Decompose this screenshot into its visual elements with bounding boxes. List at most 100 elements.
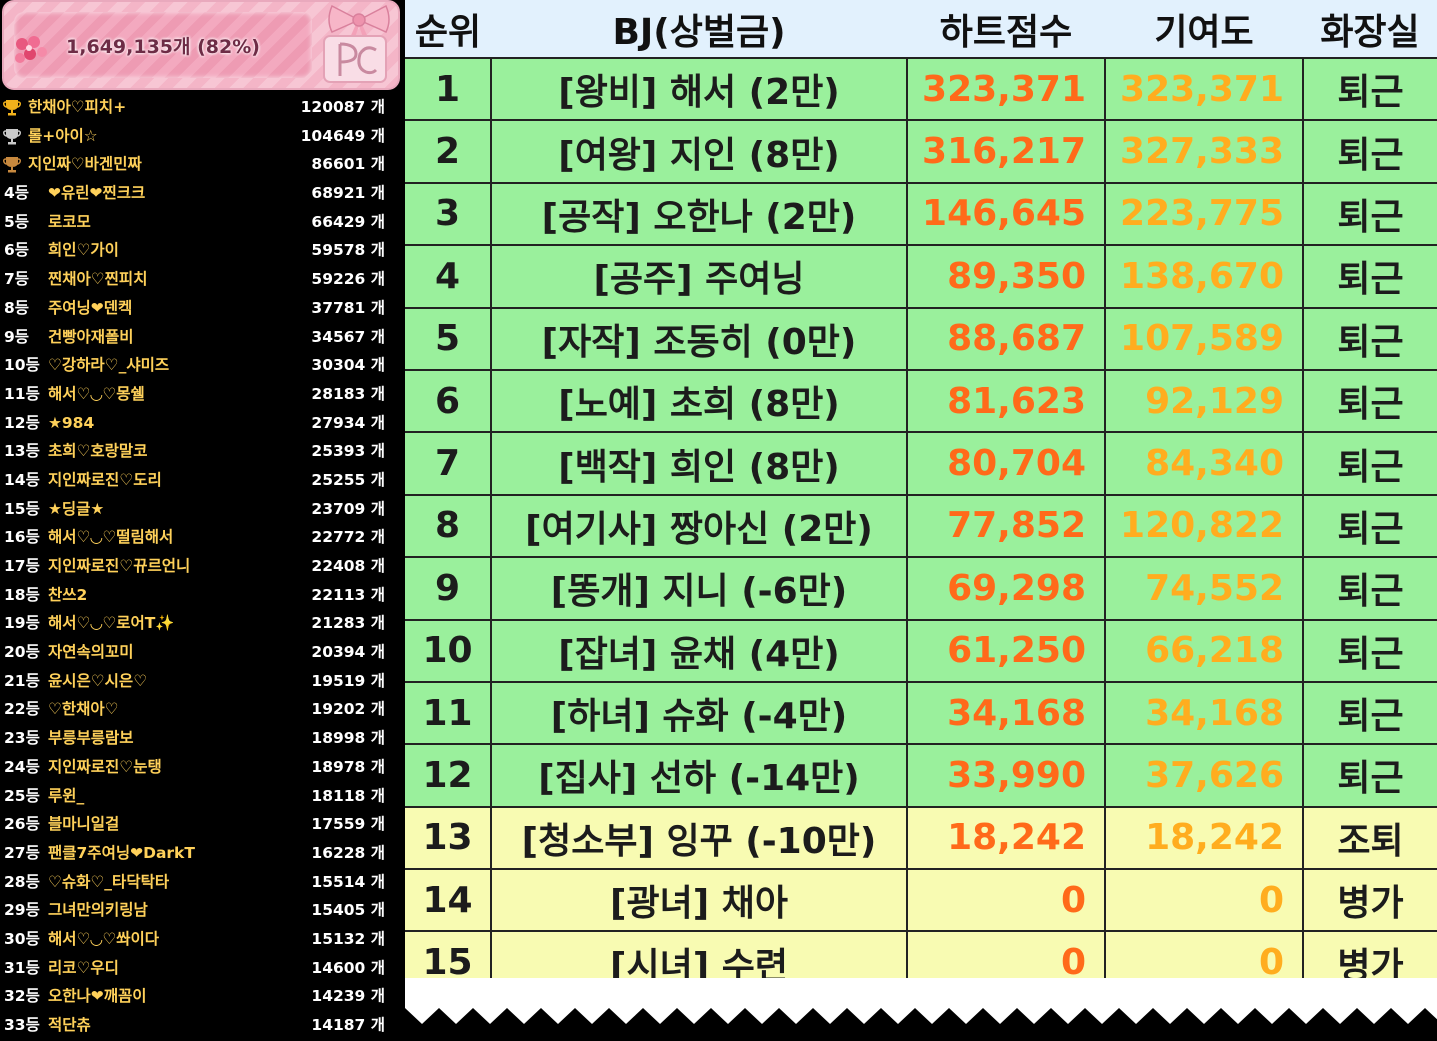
donor-name: 찬쓰2 [48,585,88,604]
cell-status: 퇴근 [1302,56,1437,122]
donor-name: ★984 [48,413,95,432]
donor-name: 그녀만의키링남 [48,901,148,920]
table-row: 9 [똥개] 지니 (-6만) 69,298 74,552 퇴근 [405,556,1437,621]
table-row: 14 [광녀] 채아 0 0 병가 [405,868,1437,933]
donor-count: 18978 개 [311,757,385,776]
donor-count: 34567 개 [311,327,385,346]
cell-status: 퇴근 [1302,368,1437,434]
donor-name: 해서♡◡♡떨림해서 [48,528,174,547]
cell-contrib: 34,168 [1104,680,1304,746]
cell-rank: 6 [405,368,492,434]
donor-count: 22113 개 [311,585,385,604]
cell-rank: 3 [405,181,492,247]
donor-rank: 7등 [4,270,30,289]
header-contrib: 기여도 [1105,0,1303,58]
cell-rank: 4 [405,244,492,309]
donor-rank: 8등 [4,298,30,317]
table-row: 1 [왕비] 해서 (2만) 323,371 323,371 퇴근 [405,56,1437,122]
donor-count: 59226 개 [311,270,385,289]
cell-status: 퇴근 [1302,493,1437,559]
cell-status: 퇴근 [1302,618,1437,683]
table-row: 10 [잡녀] 윤채 (4만) 61,250 66,218 퇴근 [405,618,1437,683]
donor-name: 초희♡호랑말코 [48,442,148,461]
cell-bj: [왕비] 해서 (2만) [490,56,908,122]
header-rank: 순위 [405,0,491,58]
header-hearts: 하트점수 [907,0,1105,58]
donor-rank: 28등 [4,872,40,891]
donor-name: ❤유린❤찐크크 [48,184,146,203]
table-row: 3 [공작] 오한나 (2만) 146,645 223,775 퇴근 [405,181,1437,247]
list-item: 10등 ♡강하라♡_샤미즈 30304 개 [0,351,405,380]
table-row: 11 [하녀] 슈화 (-4만) 34,168 34,168 퇴근 [405,680,1437,746]
table-row: 2 [여왕] 지인 (8만) 316,217 327,333 퇴근 [405,119,1437,184]
table-row: 4 [공주] 주여닝 89,350 138,670 퇴근 [405,244,1437,309]
donor-rank: 31등 [4,958,40,977]
cell-status: 퇴근 [1302,431,1437,496]
list-item: 28등 ♡슈화♡_타닥탁타 15514 개 [0,868,405,897]
donor-name: 해서♡◡♡몽쉘 [48,384,145,403]
donor-count: 66429 개 [311,212,385,231]
donor-name: 희인♡가이 [48,241,119,260]
list-item: 24등 지인짜로진♡눈탱 18978 개 [0,753,405,782]
list-item: 12등 ★984 27934 개 [0,409,405,438]
cell-bj: [여기사] 짱아신 (2만) [490,493,908,559]
cell-hearts: 18,242 [906,805,1106,871]
cell-hearts: 0 [906,868,1106,933]
cell-rank: 1 [405,56,492,122]
cell-hearts: 33,990 [906,743,1106,808]
donor-rank: 21등 [4,671,40,690]
donor-count: 22408 개 [311,557,385,575]
donor-rank: 12등 [4,413,40,432]
cell-rank: 5 [405,306,492,371]
progress-bar: 1,649,135개 (82%) [14,12,312,78]
table-row: 5 [자작] 조동히 (0만) 88,687 107,589 퇴근 [405,306,1437,371]
donor-count: 15132 개 [311,929,385,948]
list-item: 16등 해서♡◡♡떨림해서 22772 개 [0,523,405,552]
cell-hearts: 88,687 [906,306,1106,371]
header-bj: BJ(상벌금) [491,0,907,58]
progress-box: 1,649,135개 (82%) [2,0,400,90]
donor-name: ♡강하라♡_샤미즈 [48,356,170,375]
cell-contrib: 74,552 [1104,556,1304,621]
cell-contrib: 107,589 [1104,306,1304,371]
donor-name: 건빵아재폴비 [48,327,134,346]
flower-icon [15,36,47,63]
donor-name: 한채아♡피치+ [28,98,127,116]
cell-contrib: 37,626 [1104,743,1304,808]
donor-rank: 16등 [4,528,40,547]
cell-rank: 10 [405,618,492,683]
donor-name: 롤+아이☆ [28,126,98,145]
list-item: 22등 ♡한채아♡ 19202 개 [0,695,405,724]
cell-rank: 8 [405,493,492,559]
donor-count: 120087 개 [300,98,385,116]
cell-contrib: 323,371 [1104,56,1304,122]
donor-name: 리코♡우디 [48,958,119,977]
donor-rank: 14등 [4,470,40,489]
cell-status: 퇴근 [1302,244,1437,309]
donor-count: 17559 개 [311,815,385,834]
cell-status: 퇴근 [1302,556,1437,621]
donor-count: 14187 개 [311,1016,385,1034]
cell-bj: [노예] 초희 (8만) [490,368,908,434]
list-item: 19등 해서♡◡♡로어T✨ 21283 개 [0,609,405,638]
cell-contrib: 223,775 [1104,181,1304,247]
list-item: 6등 희인♡가이 59578 개 [0,236,405,265]
donor-name: 찐채아♡찐피치 [48,270,148,289]
trophy-icon [3,100,21,116]
donor-name: 로코모 [48,212,91,231]
donor-rank: 27등 [4,843,40,862]
table-row: 13 [청소부] 잉꾸 (-10만) 18,242 18,242 조퇴 [405,805,1437,871]
list-item: 27등 팬클7주여닝❤DarkT 16228 개 [0,839,405,868]
donor-count: 14239 개 [311,987,385,1006]
cell-contrib: 66,218 [1104,618,1304,683]
donor-count: 27934 개 [311,413,385,432]
donor-count: 25393 개 [311,442,385,461]
donor-rank: 33등 [4,1016,40,1034]
donor-list: 한채아♡피치+ 120087 개 롤+아이☆ 104649 개 지인짜♡바겐민짜… [0,93,405,1040]
cell-contrib: 327,333 [1104,119,1304,184]
donor-count: 86601 개 [311,155,385,174]
list-item: 지인짜♡바겐민짜 86601 개 [0,150,405,179]
donor-rank: 19등 [4,614,40,633]
donor-count: 21283 개 [311,614,385,633]
cell-rank: 7 [405,431,492,496]
